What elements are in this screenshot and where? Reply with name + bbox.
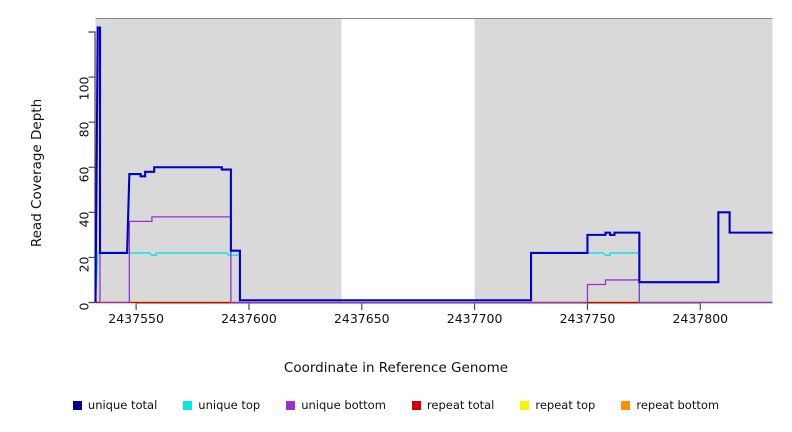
legend-swatch-icon [411,400,421,410]
y-tick-label: 80 [76,121,91,138]
y-tick-label: 40 [76,211,91,228]
x-tick-label: 2437550 [108,311,164,326]
shaded-region [474,18,773,303]
x-axis-title: Coordinate in Reference Genome [283,360,509,376]
legend-item: unique total [72,398,158,412]
legend-label: repeat top [535,398,596,412]
legend-swatch-icon [183,400,193,410]
x-tick-label: 2437700 [446,311,503,326]
legend-label: unique top [198,398,261,412]
shaded-region [95,18,342,303]
legend-item: unique bottom [286,398,386,412]
chart-legend: unique total unique top unique bottom repea… [0,398,792,412]
legend-swatch-icon [621,400,631,410]
legend-label: repeat bottom [636,398,720,412]
legend-swatch-icon [286,400,296,410]
y-tick-label: 20 [76,256,91,273]
x-tick-label: 2437650 [333,311,390,326]
legend-item: repeat bottom [621,398,719,412]
legend-item: repeat total [411,398,495,412]
y-tick-label: 0 [76,302,91,310]
x-tick-label: 2437750 [559,311,616,326]
x-tick-label: 2437600 [221,311,277,326]
legend-label: unique bottom [301,398,386,412]
legend-label: unique total [87,398,158,412]
x-tick-label: 2437800 [672,311,729,326]
legend-item: unique top [183,398,260,412]
legend-swatch-icon [520,400,530,410]
legend-label: repeat total [426,398,495,412]
series-line-unique-total [94,26,773,303]
y-tick-label: 100 [76,76,91,101]
y-tick-label: 60 [76,166,91,183]
legend-item: repeat top [520,398,595,412]
legend-swatch-icon [72,400,82,410]
